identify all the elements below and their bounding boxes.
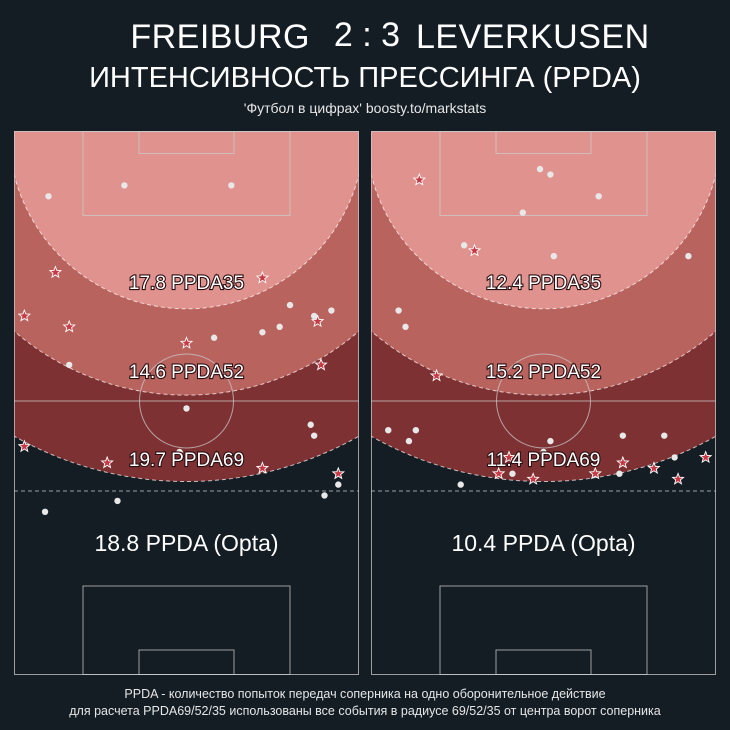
- event-dot: [328, 307, 335, 314]
- footnote-line-2: для расчета PPDA69/52/35 использованы вс…: [69, 704, 661, 718]
- event-star: [179, 336, 194, 349]
- event-star: [467, 243, 482, 257]
- event-dot: [405, 437, 413, 445]
- event-star: [48, 265, 63, 279]
- event-star: [62, 319, 76, 333]
- event-dot: [616, 470, 623, 477]
- event-dot: [460, 242, 468, 249]
- event-dot: [509, 470, 516, 477]
- centre-circle: [139, 353, 234, 449]
- event-dot: [661, 432, 668, 439]
- home-team-name: FREIBURG: [130, 18, 310, 56]
- event-series-dot: [41, 182, 342, 515]
- event-star: [671, 472, 685, 485]
- match-score: 2 : 3: [333, 16, 401, 54]
- penalty-box-bottom: [439, 585, 648, 675]
- zone-35-area: [371, 131, 716, 310]
- pitch-lines: [371, 131, 716, 675]
- event-star: [698, 450, 713, 464]
- penalty-box-bottom: [82, 585, 291, 675]
- event-dot: [619, 432, 627, 439]
- away-team-name: LEVERKUSEN: [416, 18, 650, 56]
- event-dot: [114, 497, 121, 505]
- title-row: FREIBURG 2 : 3 LEVERKUSEN: [0, 14, 730, 60]
- event-star: [255, 270, 270, 284]
- event-dot: [595, 193, 602, 200]
- event-star: [100, 455, 114, 469]
- event-star: [310, 314, 325, 328]
- event-dot: [395, 307, 402, 314]
- event-series-star: [17, 265, 346, 480]
- event-dot: [183, 405, 190, 412]
- ppda69-label: 19.7 PPDA69: [129, 450, 244, 471]
- pitch-panel-away: 12.4 PPDA35 15.2 PPDA52 11.4 PPDA69 10.4 PP…: [371, 131, 716, 675]
- event-star: [588, 466, 602, 480]
- event-dot: [457, 481, 464, 488]
- pitch-lines: [14, 131, 359, 675]
- event-dot: [307, 421, 314, 428]
- footnote-line-1: PPDA - количество попыток передач соперн…: [124, 687, 606, 701]
- ppda35-label: 12.4 PPDA35: [486, 273, 601, 294]
- source-credit: 'Футбол в цифрах' boosty.to/markstats: [243, 100, 487, 116]
- ppda52-label: 14.6 PPDA52: [129, 362, 244, 383]
- event-dot: [276, 323, 283, 331]
- event-dot: [259, 329, 266, 336]
- centre-circle: [496, 353, 591, 449]
- goal-box-bottom: [495, 649, 592, 675]
- footnote: PPDA - количество попыток передач соперн…: [0, 686, 730, 720]
- goal-box-bottom: [138, 649, 235, 675]
- ppda69-label: 11.4 PPDA69: [487, 450, 601, 471]
- ppda35-label: 17.8 PPDA35: [129, 273, 244, 294]
- event-dot: [66, 361, 73, 369]
- ppda52-label: 15.2 PPDA52: [486, 362, 601, 383]
- event-star: [17, 439, 32, 453]
- event-dot: [550, 252, 558, 260]
- event-dot: [321, 492, 328, 499]
- pressing-zones: [371, 131, 716, 482]
- event-dot: [41, 508, 49, 515]
- event-dot: [671, 454, 678, 461]
- pressing-zones: [14, 131, 359, 482]
- chart-subtitle: ИНТЕНСИВНОСТЬ ПРЕССИНГА (PPDA): [89, 62, 641, 94]
- event-star: [331, 466, 346, 480]
- event-star: [526, 472, 540, 485]
- event-dot: [519, 209, 526, 216]
- event-dot: [685, 252, 692, 260]
- event-dot: [210, 334, 218, 341]
- opta-ppda-label: 10.4 PPDA (Opta): [451, 530, 635, 556]
- event-dot: [402, 323, 409, 331]
- event-dot: [335, 481, 342, 488]
- event-dot: [228, 182, 235, 189]
- goal-box-top: [138, 131, 235, 154]
- event-dot: [45, 193, 52, 200]
- event-star: [314, 357, 328, 371]
- pitch-chart-away: 12.4 PPDA35 15.2 PPDA52 11.4 PPDA69 10.4 PP…: [371, 131, 716, 675]
- event-dot: [547, 437, 554, 445]
- event-dot: [547, 171, 554, 178]
- event-star: [412, 172, 427, 186]
- event-dot: [310, 312, 318, 320]
- event-star: [491, 466, 506, 480]
- event-dot: [385, 427, 392, 434]
- event-star: [647, 461, 661, 474]
- zone-35-area: [14, 131, 359, 310]
- event-star: [429, 368, 444, 382]
- event-star: [17, 308, 32, 322]
- opta-ppda-label: 18.8 PPDA (Opta): [94, 530, 278, 556]
- event-dot: [286, 301, 294, 309]
- pitch-panel-home: 17.8 PPDA35 14.6 PPDA52 19.7 PPDA69 18.8 PP…: [14, 131, 359, 675]
- event-series-star: [412, 172, 713, 485]
- event-series-dot: [385, 165, 692, 488]
- event-star: [502, 450, 516, 464]
- pitch-chart-home: 17.8 PPDA35 14.6 PPDA52 19.7 PPDA69 18.8 PP…: [14, 131, 359, 675]
- event-star: [616, 455, 630, 469]
- event-dot: [540, 448, 547, 456]
- event-dot: [310, 432, 318, 439]
- event-dot: [176, 448, 183, 456]
- goal-box-top: [495, 131, 592, 154]
- event-dot: [412, 427, 420, 434]
- event-dot: [121, 182, 128, 189]
- event-star: [255, 461, 270, 474]
- event-dot: [536, 165, 544, 173]
